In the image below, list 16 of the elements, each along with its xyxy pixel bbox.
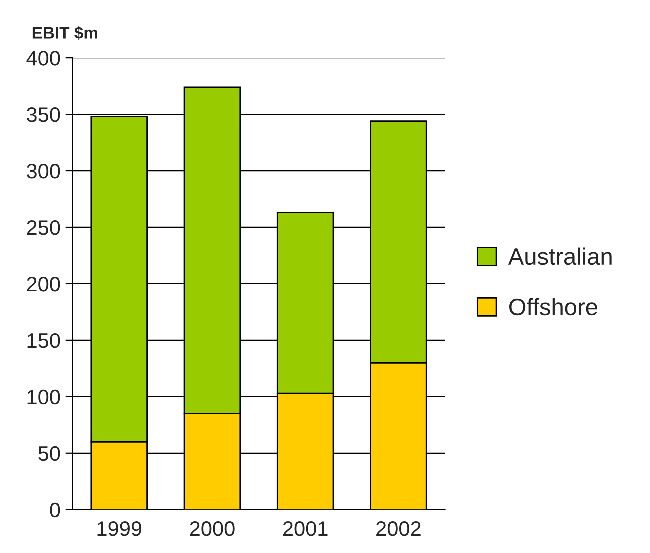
y-tick-label: 100	[28, 390, 60, 405]
y-tick-label: 300	[27, 164, 60, 179]
x-tick-label: 1999	[98, 522, 142, 536]
y-tick-label: 250	[27, 220, 60, 236]
y-axis-title: EBIT $m	[32, 26, 98, 40]
x-tick-label: 2000	[190, 522, 235, 536]
y-tick-label: 350	[27, 108, 60, 122]
y-tick-label: 150	[28, 333, 60, 348]
y-tick-label: 400	[26, 51, 60, 66]
legend-label: Offshore	[509, 298, 598, 316]
y-tick-label: 200	[27, 276, 60, 292]
y-tick-label: 0	[50, 502, 60, 518]
x-tick-label: 2001	[283, 522, 328, 536]
legend-label: Australian	[508, 248, 612, 266]
y-tick-label: 50	[38, 446, 60, 462]
x-tick-label: 2002	[376, 522, 421, 536]
